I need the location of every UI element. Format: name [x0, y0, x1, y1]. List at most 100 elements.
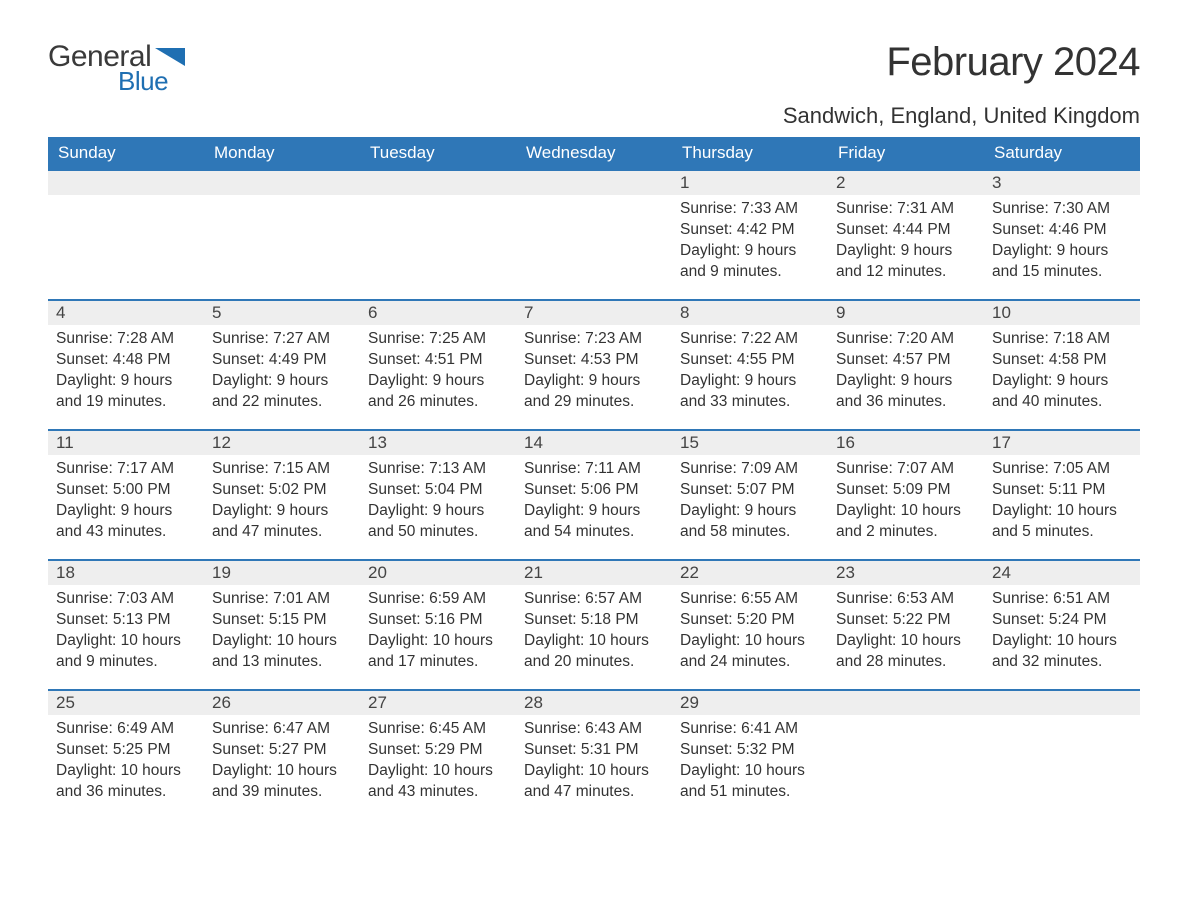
sunset-line: Sunset: 5:16 PM: [368, 610, 508, 631]
day-cell: 23Sunrise: 6:53 AMSunset: 5:22 PMDayligh…: [828, 560, 984, 690]
calendar-header-row: SundayMondayTuesdayWednesdayThursdayFrid…: [48, 137, 1140, 170]
sunset-line: Sunset: 4:51 PM: [368, 350, 508, 371]
daylight-line: Daylight: 10 hours and 28 minutes.: [836, 631, 976, 673]
day-header: Tuesday: [360, 137, 516, 170]
sunset-line: Sunset: 5:15 PM: [212, 610, 352, 631]
sunset-line: Sunset: 5:00 PM: [56, 480, 196, 501]
sunrise-line: Sunrise: 7:23 AM: [524, 329, 664, 350]
day-cell: 27Sunrise: 6:45 AMSunset: 5:29 PMDayligh…: [360, 690, 516, 820]
day-body: Sunrise: 6:47 AMSunset: 5:27 PMDaylight:…: [204, 715, 360, 811]
week-row: 1Sunrise: 7:33 AMSunset: 4:42 PMDaylight…: [48, 170, 1140, 300]
day-number: 13: [360, 431, 516, 455]
sunset-line: Sunset: 4:42 PM: [680, 220, 820, 241]
day-cell: 12Sunrise: 7:15 AMSunset: 5:02 PMDayligh…: [204, 430, 360, 560]
flag-icon: [155, 48, 185, 66]
day-cell: 15 Sunrise: 7:09 AMSunset: 5:07 PMDayligh…: [672, 430, 828, 560]
sunset-line: Sunset: 4:53 PM: [524, 350, 664, 371]
sunset-line: Sunset: 4:58 PM: [992, 350, 1132, 371]
daylight-line: Daylight: 9 hours and 19 minutes.: [56, 371, 196, 413]
day-number: 29: [672, 691, 828, 715]
day-number: 9: [828, 301, 984, 325]
day-number: 21: [516, 561, 672, 585]
day-number: 15: [672, 431, 828, 455]
day-number: 28: [516, 691, 672, 715]
day-number: 12: [204, 431, 360, 455]
day-body: Sunrise: 7:23 AMSunset: 4:53 PMDaylight:…: [516, 325, 672, 421]
logo-text-blue: Blue: [118, 66, 168, 97]
day-body: Sunrise: 7:31 AMSunset: 4:44 PMDaylight:…: [828, 195, 984, 291]
day-number: [828, 691, 984, 715]
day-number: [360, 171, 516, 195]
sunrise-line: Sunrise: 7:09 AM: [680, 459, 820, 480]
daylight-line: Daylight: 10 hours and 24 minutes.: [680, 631, 820, 673]
day-number: 18: [48, 561, 204, 585]
daylight-line: Daylight: 10 hours and 5 minutes.: [992, 501, 1132, 543]
day-number: 8: [672, 301, 828, 325]
daylight-line: Daylight: 9 hours and 58 minutes.: [680, 501, 820, 543]
sunset-line: Sunset: 5:22 PM: [836, 610, 976, 631]
day-body: Sunrise: 7:13 AMSunset: 5:04 PMDaylight:…: [360, 455, 516, 551]
day-cell: 4Sunrise: 7:28 AMSunset: 4:48 PMDaylight…: [48, 300, 204, 430]
day-header: Sunday: [48, 137, 204, 170]
day-number: [516, 171, 672, 195]
day-number: 10: [984, 301, 1140, 325]
day-number: [48, 171, 204, 195]
day-header: Saturday: [984, 137, 1140, 170]
daylight-line: Daylight: 10 hours and 32 minutes.: [992, 631, 1132, 673]
day-number: 26: [204, 691, 360, 715]
day-number: 7: [516, 301, 672, 325]
sunrise-line: Sunrise: 7:27 AM: [212, 329, 352, 350]
day-number: 3: [984, 171, 1140, 195]
day-body: Sunrise: 7:17 AMSunset: 5:00 PMDaylight:…: [48, 455, 204, 551]
sunrise-line: Sunrise: 6:49 AM: [56, 719, 196, 740]
day-cell: 1Sunrise: 7:33 AMSunset: 4:42 PMDaylight…: [672, 170, 828, 300]
sunrise-line: Sunrise: 6:43 AM: [524, 719, 664, 740]
day-body: Sunrise: 7:11 AMSunset: 5:06 PMDaylight:…: [516, 455, 672, 551]
sunrise-line: Sunrise: 6:57 AM: [524, 589, 664, 610]
daylight-line: Daylight: 10 hours and 2 minutes.: [836, 501, 976, 543]
sunset-line: Sunset: 4:49 PM: [212, 350, 352, 371]
day-body: Sunrise: 6:45 AMSunset: 5:29 PMDaylight:…: [360, 715, 516, 811]
sunset-line: Sunset: 5:25 PM: [56, 740, 196, 761]
daylight-line: Daylight: 9 hours and 15 minutes.: [992, 241, 1132, 283]
day-cell: 19Sunrise: 7:01 AMSunset: 5:15 PMDayligh…: [204, 560, 360, 690]
day-body: Sunrise: 7:28 AMSunset: 4:48 PMDaylight:…: [48, 325, 204, 421]
sunset-line: Sunset: 5:20 PM: [680, 610, 820, 631]
sunrise-line: Sunrise: 7:30 AM: [992, 199, 1132, 220]
day-cell: 18Sunrise: 7:03 AMSunset: 5:13 PMDayligh…: [48, 560, 204, 690]
sunrise-line: Sunrise: 7:31 AM: [836, 199, 976, 220]
day-body: [516, 195, 672, 207]
day-cell: [828, 690, 984, 820]
sunrise-line: Sunrise: 7:20 AM: [836, 329, 976, 350]
sunset-line: Sunset: 5:07 PM: [680, 480, 820, 501]
sunrise-line: Sunrise: 7:17 AM: [56, 459, 196, 480]
day-body: Sunrise: 6:51 AMSunset: 5:24 PMDaylight:…: [984, 585, 1140, 681]
day-cell: 29Sunrise: 6:41 AMSunset: 5:32 PMDayligh…: [672, 690, 828, 820]
daylight-line: Daylight: 9 hours and 36 minutes.: [836, 371, 976, 413]
week-row: 11Sunrise: 7:17 AMSunset: 5:00 PMDayligh…: [48, 430, 1140, 560]
sunrise-line: Sunrise: 7:13 AM: [368, 459, 508, 480]
daylight-line: Daylight: 10 hours and 13 minutes.: [212, 631, 352, 673]
sunrise-line: Sunrise: 7:01 AM: [212, 589, 352, 610]
daylight-line: Daylight: 9 hours and 40 minutes.: [992, 371, 1132, 413]
sunrise-line: Sunrise: 7:03 AM: [56, 589, 196, 610]
day-number: 11: [48, 431, 204, 455]
sunset-line: Sunset: 5:32 PM: [680, 740, 820, 761]
calendar-table: SundayMondayTuesdayWednesdayThursdayFrid…: [48, 137, 1140, 820]
sunset-line: Sunset: 4:55 PM: [680, 350, 820, 371]
day-cell: [516, 170, 672, 300]
daylight-line: Daylight: 10 hours and 36 minutes.: [56, 761, 196, 803]
day-cell: 26Sunrise: 6:47 AMSunset: 5:27 PMDayligh…: [204, 690, 360, 820]
day-cell: 3Sunrise: 7:30 AMSunset: 4:46 PMDaylight…: [984, 170, 1140, 300]
daylight-line: Daylight: 9 hours and 33 minutes.: [680, 371, 820, 413]
sunset-line: Sunset: 5:09 PM: [836, 480, 976, 501]
day-header: Friday: [828, 137, 984, 170]
sunrise-line: Sunrise: 6:51 AM: [992, 589, 1132, 610]
day-body: Sunrise: 7:20 AMSunset: 4:57 PMDaylight:…: [828, 325, 984, 421]
daylight-line: Daylight: 9 hours and 47 minutes.: [212, 501, 352, 543]
sunset-line: Sunset: 5:24 PM: [992, 610, 1132, 631]
day-number: [984, 691, 1140, 715]
day-number: 5: [204, 301, 360, 325]
day-body: [984, 715, 1140, 727]
day-header: Thursday: [672, 137, 828, 170]
